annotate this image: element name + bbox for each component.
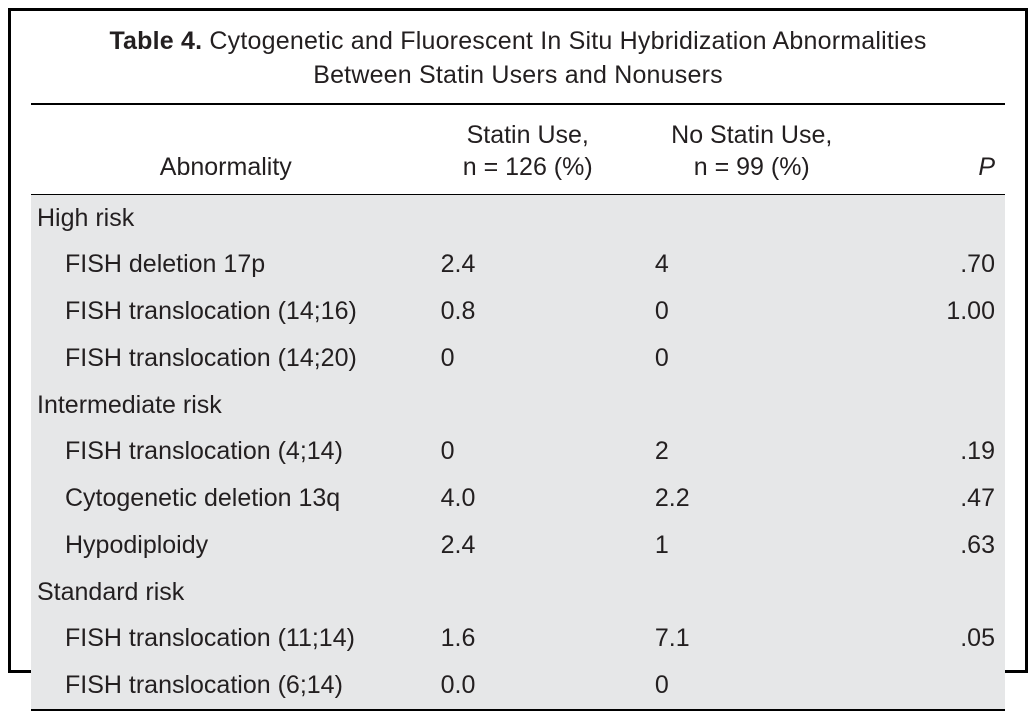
rule-bottom xyxy=(31,709,1005,711)
col-header-abnormality-text: Abnormality xyxy=(160,153,292,181)
section-row: Standard risk xyxy=(31,569,1005,616)
col-header-p: P xyxy=(869,105,1005,194)
row-label: Cytogenetic deletion 13q xyxy=(31,475,421,522)
row-statin: 1.6 xyxy=(421,615,635,662)
row-label: Hypodiploidy xyxy=(31,522,421,569)
row-nostatin: 2.2 xyxy=(635,475,869,522)
section-label: Intermediate risk xyxy=(31,382,1005,429)
col-header-p-text: P xyxy=(978,153,995,181)
table-header: Abnormality Statin Use, n = 126 (%) No S… xyxy=(31,105,1005,194)
col-header-nostatin-l1: No Statin Use, xyxy=(671,121,832,149)
col-header-statin: Statin Use, n = 126 (%) xyxy=(421,105,635,194)
col-header-statin-l2: n = 126 (%) xyxy=(463,153,593,181)
table-row: FISH translocation (11;14) 1.6 7.1 .05 xyxy=(31,615,1005,662)
section-label: Standard risk xyxy=(31,569,1005,616)
row-statin: 2.4 xyxy=(421,241,635,288)
row-statin: 0 xyxy=(421,335,635,382)
title-rest-1: Cytogenetic and Fluorescent In Situ Hybr… xyxy=(202,27,926,55)
page-container: Table 4. Cytogenetic and Fluorescent In … xyxy=(0,0,1036,681)
data-table: Abnormality Statin Use, n = 126 (%) No S… xyxy=(31,105,1005,194)
row-label: FISH translocation (14;16) xyxy=(31,288,421,335)
title-line-2: Between Statin Users and Nonusers xyxy=(313,61,723,89)
row-nostatin: 1 xyxy=(635,522,869,569)
col-header-nostatin: No Statin Use, n = 99 (%) xyxy=(635,105,869,194)
row-label: FISH translocation (6;14) xyxy=(31,662,421,709)
row-statin: 2.4 xyxy=(421,522,635,569)
data-table-body: High risk FISH deletion 17p 2.4 4 .70 FI… xyxy=(31,195,1005,709)
row-label: FISH translocation (14;20) xyxy=(31,335,421,382)
table-row: FISH translocation (14;20) 0 0 xyxy=(31,335,1005,382)
table-frame: Table 4. Cytogenetic and Fluorescent In … xyxy=(8,8,1028,673)
row-nostatin: 4 xyxy=(635,241,869,288)
row-statin: 0.8 xyxy=(421,288,635,335)
title-lead: Table 4. xyxy=(109,27,202,55)
row-statin: 0 xyxy=(421,428,635,475)
row-statin: 4.0 xyxy=(421,475,635,522)
row-label: FISH translocation (11;14) xyxy=(31,615,421,662)
table-row: Cytogenetic deletion 13q 4.0 2.2 .47 xyxy=(31,475,1005,522)
section-row: High risk xyxy=(31,195,1005,242)
table-row: Hypodiploidy 2.4 1 .63 xyxy=(31,522,1005,569)
section-label: High risk xyxy=(31,195,1005,242)
row-p: .19 xyxy=(869,428,1005,475)
row-p xyxy=(869,335,1005,382)
row-label: FISH deletion 17p xyxy=(31,241,421,288)
col-header-statin-l1: Statin Use, xyxy=(467,121,589,149)
row-statin: 0.0 xyxy=(421,662,635,709)
row-p: .47 xyxy=(869,475,1005,522)
row-label: FISH translocation (4;14) xyxy=(31,428,421,475)
row-p: .70 xyxy=(869,241,1005,288)
table-row: FISH translocation (4;14) 0 2 .19 xyxy=(31,428,1005,475)
row-nostatin: 0 xyxy=(635,288,869,335)
row-p: .05 xyxy=(869,615,1005,662)
table-title: Table 4. Cytogenetic and Fluorescent In … xyxy=(31,25,1005,103)
row-nostatin: 0 xyxy=(635,662,869,709)
table-row: FISH translocation (6;14) 0.0 0 xyxy=(31,662,1005,709)
col-header-abnormality: Abnormality xyxy=(31,105,421,194)
row-nostatin: 2 xyxy=(635,428,869,475)
row-p: 1.00 xyxy=(869,288,1005,335)
row-p: .63 xyxy=(869,522,1005,569)
table-row: FISH deletion 17p 2.4 4 .70 xyxy=(31,241,1005,288)
table-row: FISH translocation (14;16) 0.8 0 1.00 xyxy=(31,288,1005,335)
col-header-nostatin-l2: n = 99 (%) xyxy=(694,153,810,181)
row-nostatin: 0 xyxy=(635,335,869,382)
section-row: Intermediate risk xyxy=(31,382,1005,429)
row-p xyxy=(869,662,1005,709)
row-nostatin: 7.1 xyxy=(635,615,869,662)
